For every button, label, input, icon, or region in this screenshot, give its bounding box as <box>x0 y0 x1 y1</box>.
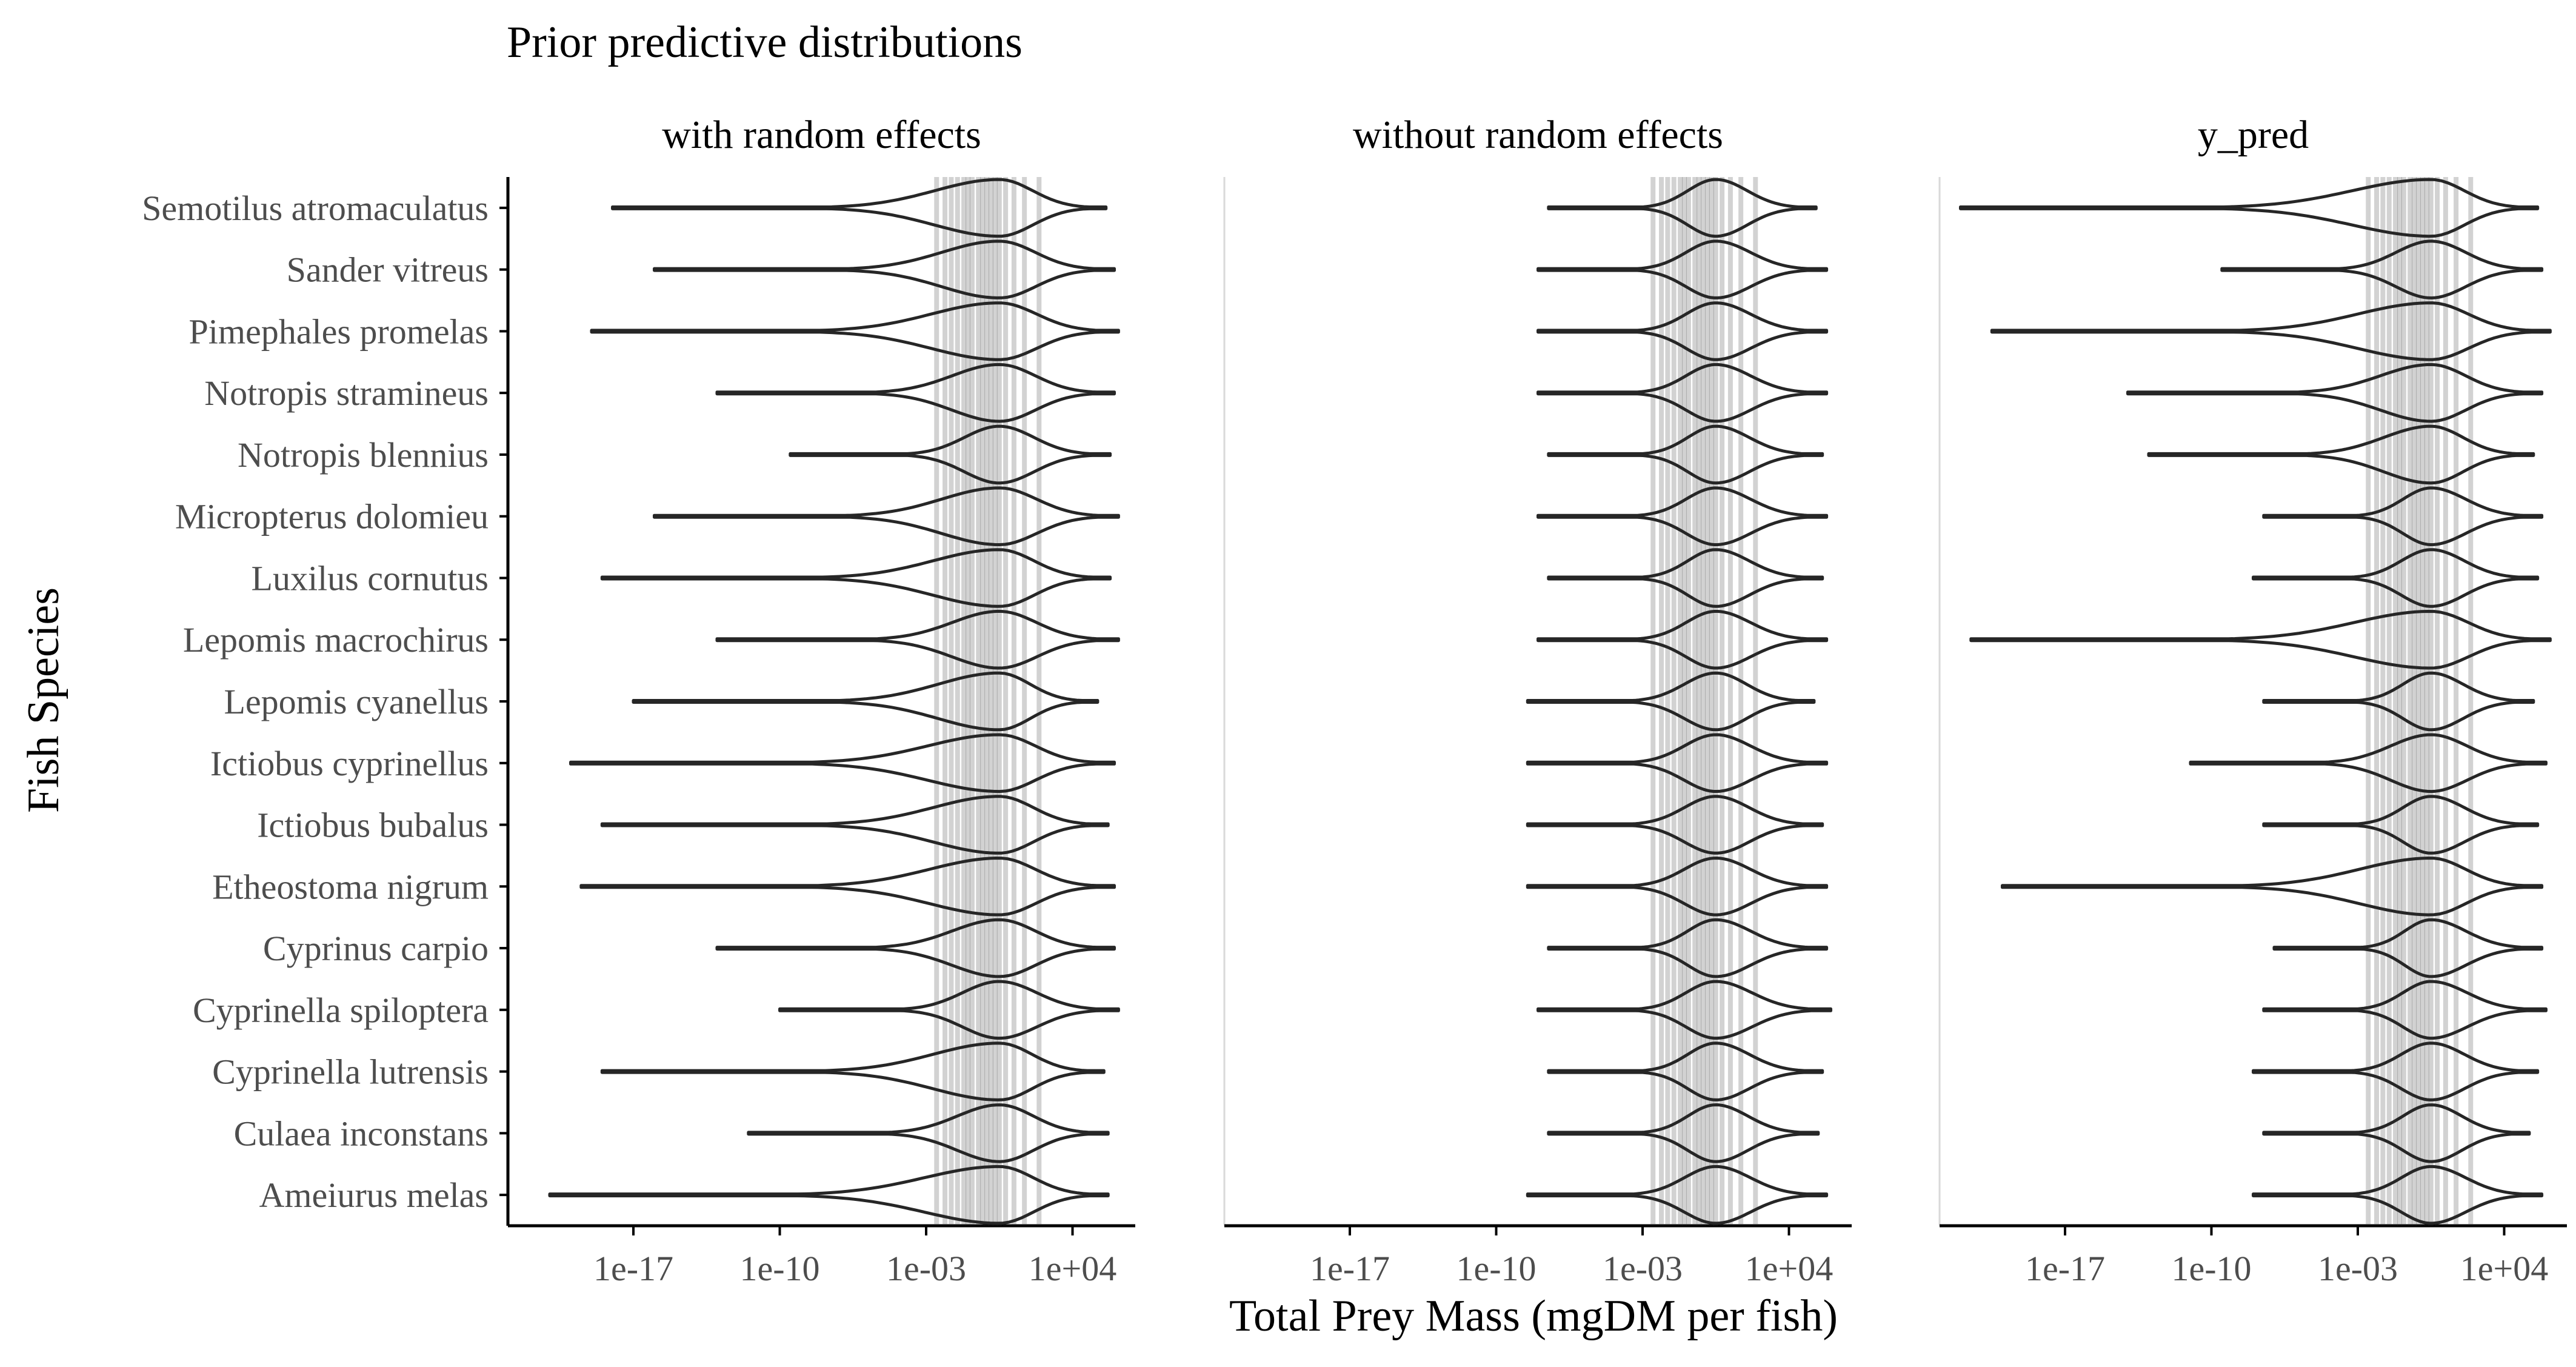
panel-strip-label: without random effects <box>1353 113 1723 157</box>
violin-shape <box>2252 1165 2544 1225</box>
violin-shape <box>1537 486 1829 546</box>
y-tick-label: Cyprinus carpio <box>263 929 489 968</box>
violin-shape <box>653 486 1120 546</box>
violin-shape <box>778 980 1120 1040</box>
y-tick-label: Notropis stramineus <box>204 373 489 413</box>
x-tick-label: 1e-03 <box>1603 1249 1683 1288</box>
violin-shape <box>590 301 1120 361</box>
x-tick-label: 1e-17 <box>2025 1249 2105 1288</box>
x-tick-label: 1e-03 <box>2318 1249 2398 1288</box>
violin-shape <box>789 424 1112 485</box>
panel: with random effects 1e-17 1e-10 1e-03 1e+04 <box>499 113 1135 1288</box>
y-tick-label: Etheostoma nigrum <box>212 867 489 906</box>
y-tick-label: Ictiobus bubalus <box>257 806 489 845</box>
violin-shape <box>1547 424 1824 485</box>
violin-shape <box>2262 980 2548 1040</box>
violin-shape <box>2262 1103 2531 1163</box>
y-tick-label: Lepomis macrochirus <box>183 620 489 660</box>
violin-shape <box>1547 548 1824 608</box>
violin-shape <box>1547 1041 1824 1101</box>
y-tick-label: Luxilus cornutus <box>252 558 489 598</box>
y-tick-label: Culaea inconstans <box>234 1114 489 1153</box>
x-tick-label: 1e+04 <box>2460 1249 2548 1288</box>
x-tick-label: 1e-10 <box>2171 1249 2251 1288</box>
violin-shape <box>1547 178 1818 238</box>
x-tick-label: 1e-17 <box>1310 1249 1390 1288</box>
violin-shape <box>569 733 1116 794</box>
x-axis-title: Total Prey Mass (mgDM per fish) <box>1229 1291 1838 1341</box>
panels-layer: Semotilus atromaculatus Sander vitreus Pim… <box>142 113 2567 1288</box>
violin-shape <box>1526 857 1829 917</box>
violin-shape <box>715 918 1116 978</box>
violin-shape <box>2189 733 2548 794</box>
violin-shape <box>1526 733 1829 793</box>
y-tick-label: Cyprinella lutrensis <box>212 1052 489 1092</box>
violin-shape <box>2220 239 2544 299</box>
violin-shape <box>1537 980 1832 1040</box>
y-tick-label: Ictiobus cyprinellus <box>210 744 489 783</box>
x-tick-label: 1e+04 <box>1745 1249 1833 1288</box>
violin-shape <box>1526 671 1816 732</box>
y-tick-label: Ameiurus melas <box>259 1175 489 1215</box>
violin-shape <box>579 857 1116 917</box>
violin-shape <box>2262 795 2540 855</box>
violin-shape <box>715 609 1120 670</box>
violin-shape <box>2262 671 2535 732</box>
panel-strip-label: with random effects <box>662 113 981 157</box>
violin-shape <box>611 178 1108 238</box>
y-tick-label: Lepomis cyanellus <box>224 682 489 721</box>
violin-shape <box>2262 486 2544 546</box>
y-axis-title: Fish Species <box>19 587 68 813</box>
x-tick-label: 1e+04 <box>1029 1249 1116 1288</box>
violin-shape <box>1990 301 2552 361</box>
violin-shape <box>2252 1041 2540 1101</box>
violin-shape <box>2252 548 2540 608</box>
x-tick-label: 1e-03 <box>886 1249 966 1288</box>
violin-shape <box>1526 795 1824 855</box>
y-tick-label: Semotilus atromaculatus <box>142 189 489 228</box>
violin-shape <box>600 1041 1106 1101</box>
y-tick-label: Notropis blennius <box>238 435 489 475</box>
violin-shape <box>1959 178 2540 238</box>
violin-shape <box>2001 857 2544 917</box>
y-tick-label: Sander vitreus <box>287 250 489 290</box>
x-tick-label: 1e-10 <box>1456 1249 1536 1288</box>
panel: without random effects 1e-17 1e-10 1e-03 1e+… <box>1223 113 1852 1288</box>
violin-shape <box>1969 610 2552 670</box>
violin-shape <box>548 1165 1110 1225</box>
y-tick-label: Micropterus dolomieu <box>175 497 489 536</box>
violin-shape <box>1547 918 1829 978</box>
violin-shape <box>1537 301 1829 361</box>
violin-shape <box>653 239 1116 299</box>
violin-shape <box>2147 424 2535 485</box>
violin-shape <box>715 363 1116 423</box>
violin-shape <box>747 1103 1110 1163</box>
y-tick-label: Cyprinella spiloptera <box>193 991 489 1030</box>
x-tick-label: 1e-10 <box>739 1249 819 1288</box>
x-tick-label: 1e-17 <box>593 1249 673 1288</box>
violin-shape <box>632 671 1099 732</box>
violin-shape <box>1537 363 1829 423</box>
violin-shape <box>1537 239 1829 299</box>
chart-title: Prior predictive distributions <box>507 18 1023 67</box>
panel: y_pred 1e-17 1e-10 1e-03 1e+04 <box>1938 113 2567 1288</box>
violin-shape <box>1547 1103 1820 1163</box>
violin-shape <box>1526 1165 1829 1225</box>
violin-shape <box>1537 610 1829 670</box>
y-tick-label: Pimephales promelas <box>189 312 489 351</box>
violin-shape <box>2272 918 2544 978</box>
violin-shape <box>600 795 1110 855</box>
violin-shape <box>600 548 1112 608</box>
violin-shape <box>2126 363 2544 423</box>
panel-strip-label: y_pred <box>2198 113 2309 157</box>
